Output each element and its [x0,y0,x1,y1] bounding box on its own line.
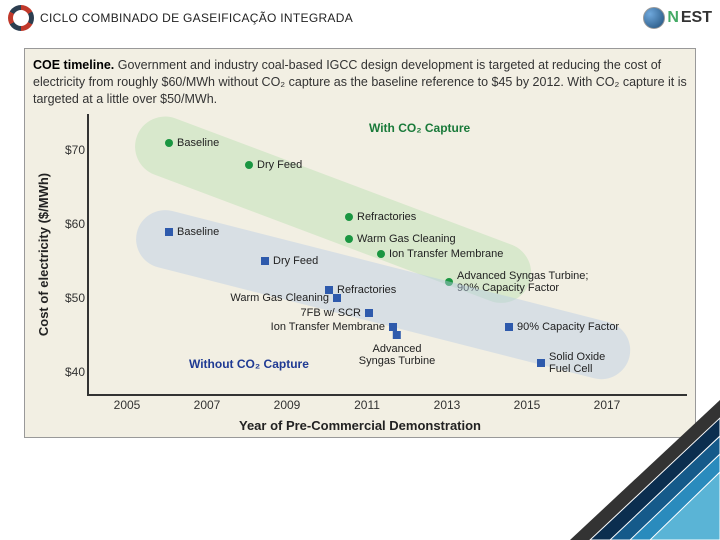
square-marker-icon [365,309,373,317]
point-label: Refractories [337,284,396,296]
data-point: Dry Feed [245,159,302,171]
x-tick: 2009 [274,398,301,412]
data-point: Warm Gas Cleaning [345,233,456,245]
data-point: Warm Gas Cleaning [230,292,341,304]
x-tick: 2011 [354,398,380,412]
square-marker-icon [165,228,173,236]
point-label: 7FB w/ SCR [300,307,361,319]
x-tick: 2013 [434,398,461,412]
circle-marker-icon [245,161,253,169]
y-tick: $60 [65,217,85,231]
square-marker-icon [261,257,269,265]
square-marker-icon [393,331,401,339]
circle-marker-icon [165,139,173,147]
data-point: Solid Oxide Fuel Cell [537,351,605,375]
data-point: Advanced Syngas Turbine [359,331,435,367]
unifei-logo-icon [8,5,34,31]
y-tick: $50 [65,291,85,305]
point-label: Advanced Syngas Turbine [359,343,435,367]
x-axis-ticks: 2005 2007 2009 2011 2013 2015 2017 [87,396,647,414]
y-axis-ticks: $40 $50 $60 $70 [55,114,87,394]
scatter-plot: With CO₂ Capture Baseline Dry Feed Refracto… [87,114,687,396]
x-axis-label: Year of Pre-Commercial Demonstration [33,418,687,433]
header: CICLO COMBINADO DE GASEIFICAÇÃO INTEGRAD… [0,0,720,36]
nest-logo: NEST [643,7,712,29]
x-tick: 2017 [594,398,621,412]
point-label: Solid Oxide Fuel Cell [549,351,605,375]
y-tick: $40 [65,365,85,379]
data-point: Refractories [345,211,416,223]
data-point: Baseline [165,137,219,149]
point-label: Baseline [177,137,219,149]
circle-marker-icon [345,235,353,243]
data-point: 90% Capacity Factor [505,321,619,333]
globe-icon [643,7,665,29]
x-tick: 2007 [194,398,221,412]
y-axis-label: Cost of electricity ($/MWh) [37,173,52,336]
caption-text: Government and industry coal-based IGCC … [33,58,687,106]
point-label: Baseline [177,226,219,238]
square-marker-icon [333,294,341,302]
point-label: Dry Feed [257,159,302,171]
data-point: Ion Transfer Membrane [377,248,503,260]
nest-logo-n: N [667,9,679,27]
point-label: Ion Transfer Membrane [389,248,503,260]
data-point: Dry Feed [261,255,318,267]
coe-timeline-figure: COE timeline. Government and industry co… [24,48,696,438]
point-label: Warm Gas Cleaning [230,292,329,304]
figure-caption: COE timeline. Government and industry co… [33,57,687,108]
circle-marker-icon [377,250,385,258]
point-label: Dry Feed [273,255,318,267]
plot-area: Cost of electricity ($/MWh) $40 $50 $60 $70… [33,114,687,396]
y-tick: $70 [65,143,85,157]
series-title: With CO₂ Capture [369,121,470,135]
square-marker-icon [537,359,545,367]
circle-marker-icon [345,213,353,221]
header-left: CICLO COMBINADO DE GASEIFICAÇÃO INTEGRAD… [8,5,353,31]
data-point: Baseline [165,226,219,238]
point-label: Refractories [357,211,416,223]
point-label: 90% Capacity Factor [517,321,619,333]
data-point: 7FB w/ SCR [300,307,373,319]
y-axis-label-col: Cost of electricity ($/MWh) [33,114,55,396]
x-tick: 2015 [514,398,541,412]
caption-bold: COE timeline. [33,58,114,72]
x-tick: 2005 [114,398,141,412]
square-marker-icon [505,323,513,331]
nest-logo-est: EST [681,9,712,27]
page-title: CICLO COMBINADO DE GASEIFICAÇÃO INTEGRAD… [40,11,353,25]
point-label: Warm Gas Cleaning [357,233,456,245]
series-title: Without CO₂ Capture [189,357,309,371]
